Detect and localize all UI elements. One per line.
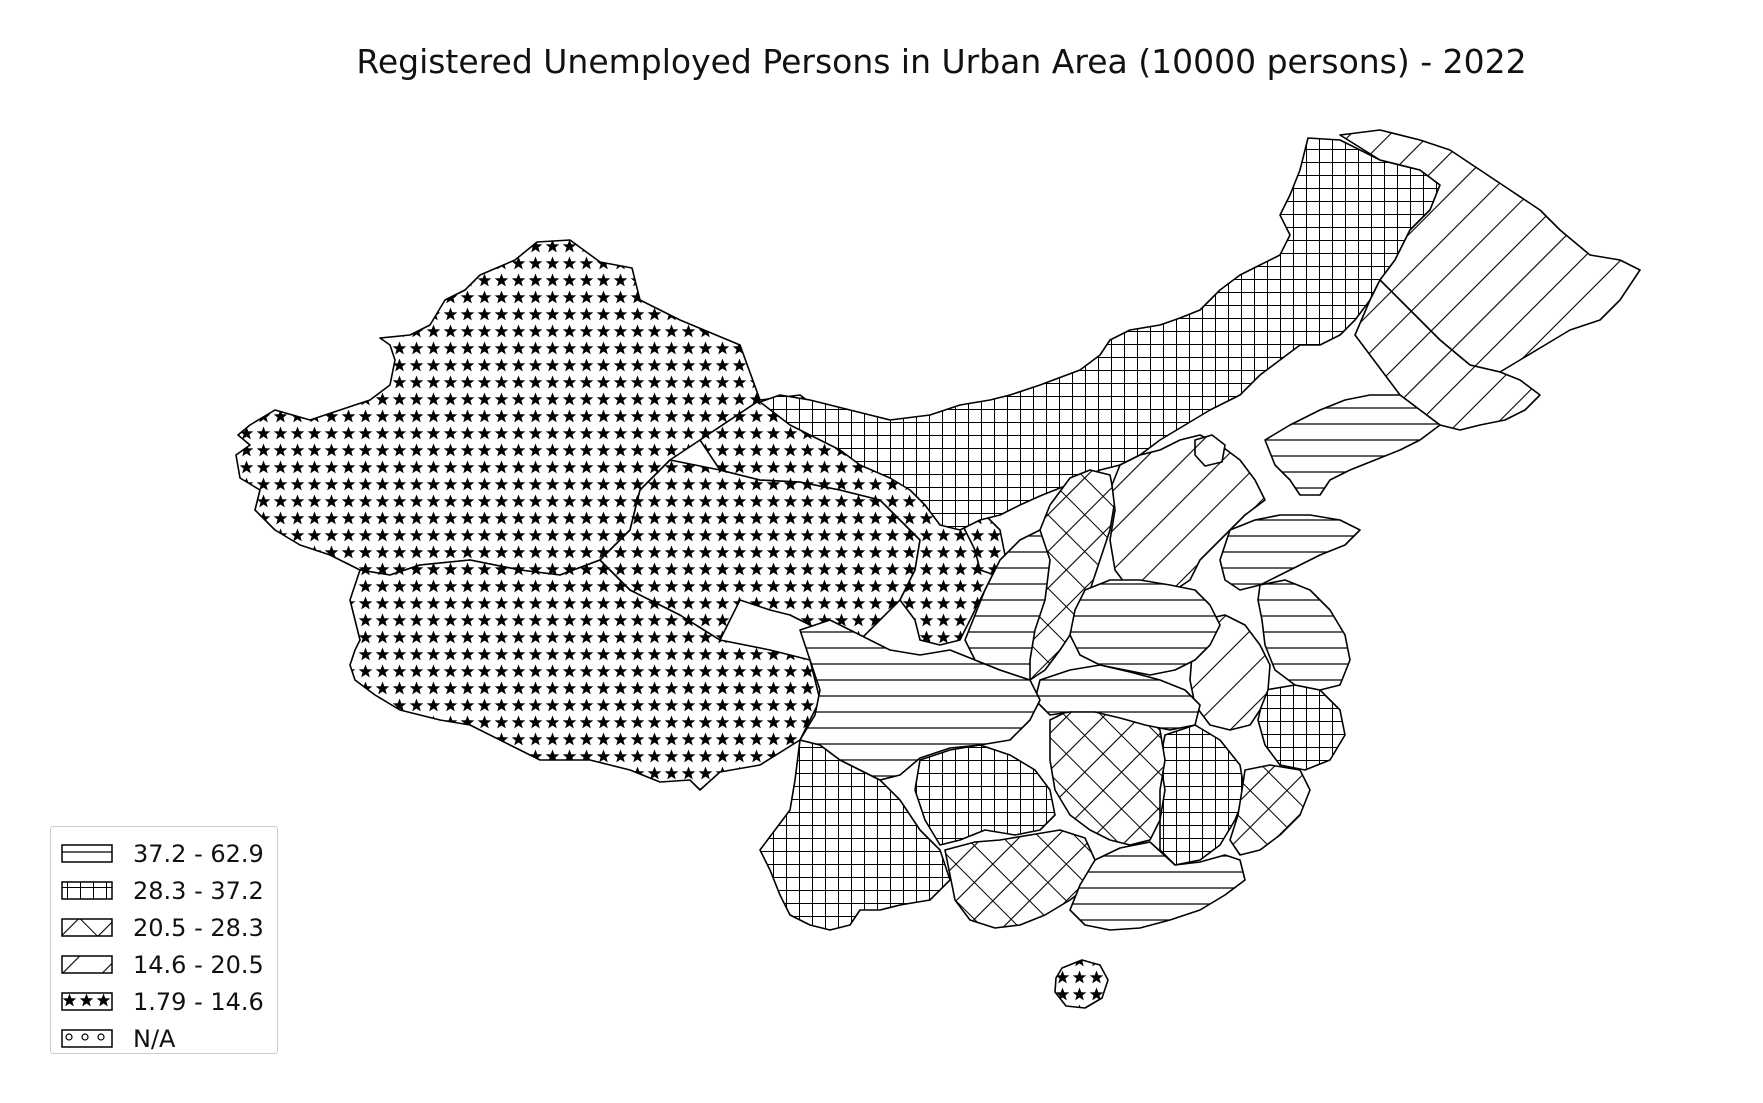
legend: 37.2 - 62.9 28.3 - 37.2 20.5 - 28.3 14.6… (50, 826, 278, 1054)
legend-item: 1.79 - 14.6 (51, 983, 277, 1020)
region-hebei (1109, 434, 1266, 601)
region-jilin (1354, 279, 1541, 431)
legend-item: N/A (51, 1020, 277, 1057)
region-tibet (349, 559, 821, 791)
legend-swatch-grid (61, 881, 113, 900)
region-guizhou (914, 744, 1056, 846)
region-inner-mongolia (759, 137, 1441, 531)
legend-label: 14.6 - 20.5 (133, 950, 264, 979)
legend-label: 37.2 - 62.9 (133, 839, 264, 868)
legend-swatch-stars (61, 992, 113, 1011)
region-shandong (1219, 514, 1361, 591)
region-sichuan (799, 619, 1041, 781)
legend-label: 28.3 - 37.2 (133, 876, 264, 905)
region-jiangsu (1257, 579, 1351, 691)
region-henan (1069, 579, 1221, 676)
region-guangdong (1069, 841, 1246, 931)
region-hainan (1054, 959, 1109, 1009)
region-heilongjiang (1339, 129, 1641, 373)
legend-swatch-circles (61, 1029, 113, 1048)
region-zhejiang (1257, 684, 1346, 771)
region-fujian (1229, 764, 1311, 856)
region-liaoning (1264, 394, 1441, 496)
region-jiangxi (1159, 724, 1246, 866)
map-title: Registered Unemployed Persons in Urban A… (356, 42, 1527, 81)
region-shaanxi (964, 529, 1051, 681)
legend-swatch-crosshatch (61, 918, 113, 937)
legend-item: 28.3 - 37.2 (51, 872, 277, 909)
legend-item: 20.5 - 28.3 (51, 909, 277, 946)
legend-item: 37.2 - 62.9 (51, 835, 277, 872)
region-beijing (1194, 434, 1226, 467)
legend-label: 1.79 - 14.6 (133, 987, 264, 1016)
legend-item: 14.6 - 20.5 (51, 946, 277, 983)
legend-label: 20.5 - 28.3 (133, 913, 264, 942)
region-hubei (1034, 664, 1201, 731)
legend-swatch-hlines (61, 844, 113, 863)
legend-label: N/A (133, 1024, 176, 1053)
legend-swatch-diagonal (61, 955, 113, 974)
